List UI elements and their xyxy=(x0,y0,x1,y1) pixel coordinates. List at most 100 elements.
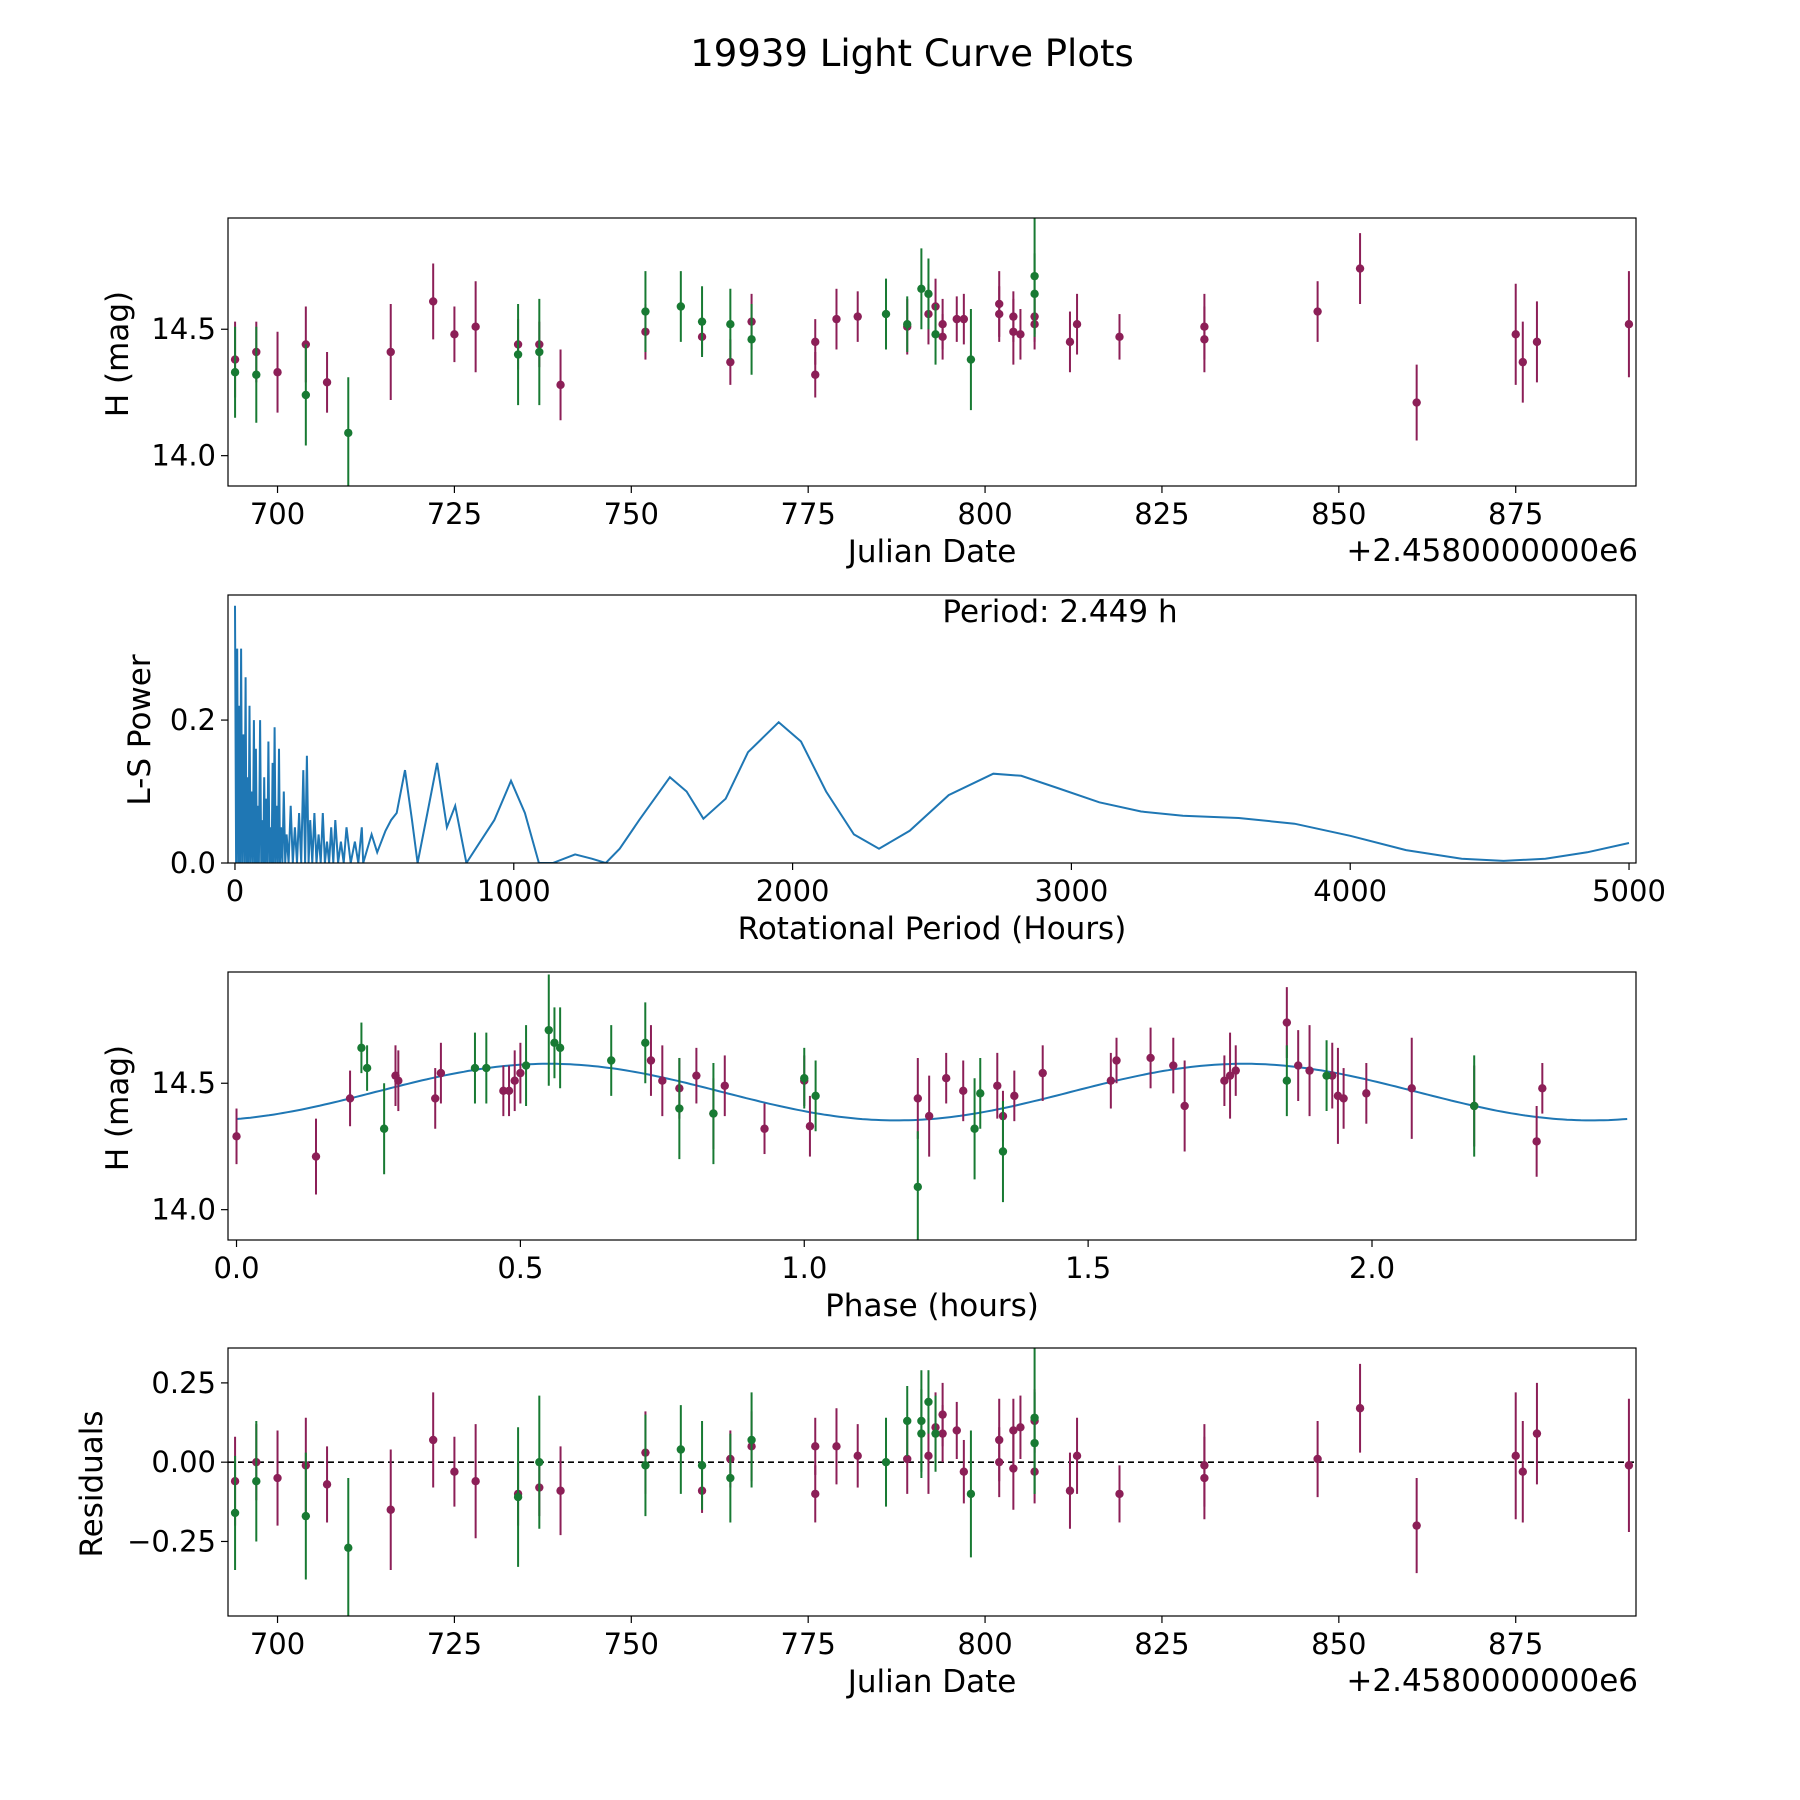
period-annotation: Period: 2.449 h xyxy=(942,594,1177,630)
periodogram-frame xyxy=(227,594,1637,864)
lightcurve-y-label: H (mag) xyxy=(100,291,136,417)
periodogram-y-tick-label: 0.0 xyxy=(170,846,216,880)
lightcurve-green-point xyxy=(252,370,261,379)
phased-purple-point xyxy=(1106,1076,1116,1085)
periodogram-x-label: Rotational Period (Hours) xyxy=(738,911,1127,947)
phased-purple-point xyxy=(1305,1066,1314,1075)
residuals-x-label: Julian Date xyxy=(846,1664,1017,1700)
lightcurve-green-point xyxy=(230,368,240,377)
residuals-purple-point xyxy=(1518,1467,1527,1476)
lightcurve-purple-point xyxy=(1355,264,1365,273)
lightcurve-purple-point xyxy=(995,309,1004,319)
lightcurve-x-tick-label: 875 xyxy=(1488,497,1543,531)
periodogram-x-tick-label: 4000 xyxy=(1313,874,1387,908)
phased-x-label: Phase (hours) xyxy=(825,1288,1039,1324)
residuals-green-point xyxy=(301,1511,311,1521)
residuals-x-tick-label: 825 xyxy=(1134,1627,1189,1661)
residuals-purple-point xyxy=(1511,1451,1520,1461)
phased-purple-point xyxy=(504,1086,514,1096)
residuals-purple-point xyxy=(1355,1404,1365,1413)
residuals-purple-point xyxy=(811,1489,820,1499)
lightcurve-x-label: Julian Date xyxy=(846,534,1017,570)
lightcurve-purple-point xyxy=(832,314,841,324)
phased-purple-point xyxy=(345,1094,355,1103)
phased-purple-point xyxy=(311,1152,321,1161)
periodogram-line xyxy=(234,605,1630,863)
residuals-x-tick-label: 800 xyxy=(957,1627,1012,1661)
lightcurve-purple-point xyxy=(1412,398,1421,407)
phased-purple-point xyxy=(993,1081,1002,1090)
residuals-green-point xyxy=(917,1429,926,1438)
phased-data-area xyxy=(232,974,1628,1240)
model-curve xyxy=(236,1062,1628,1122)
residuals-green-point xyxy=(697,1461,707,1470)
residuals-purple-point xyxy=(322,1480,332,1489)
residuals-purple-point xyxy=(556,1486,565,1495)
lightcurve-green-point xyxy=(641,307,650,316)
residuals-green-point xyxy=(676,1445,686,1454)
phased-green-point xyxy=(362,1063,372,1073)
lightcurve-purple-point xyxy=(1065,337,1075,347)
phased-purple-point xyxy=(1220,1076,1229,1085)
lightcurve-green-point xyxy=(881,309,891,319)
residuals-green-point xyxy=(903,1416,912,1426)
phased-x-tick-label: 1.0 xyxy=(781,1251,827,1285)
residuals-purple-point xyxy=(1072,1451,1082,1461)
periodogram-y-label: L-S Power xyxy=(122,654,158,805)
lightcurve-green-point xyxy=(903,319,912,329)
phased-green-point xyxy=(607,1056,616,1065)
phased-green-point xyxy=(913,1182,923,1192)
lightcurve-green-point xyxy=(917,284,926,293)
lightcurve-purple-point xyxy=(1511,330,1520,339)
residuals-purple-point xyxy=(1115,1489,1124,1499)
phased-green-point xyxy=(970,1124,979,1133)
phased-green-point xyxy=(709,1109,718,1118)
phased-purple-point xyxy=(1112,1056,1121,1065)
phased-green-point xyxy=(641,1038,650,1047)
lightcurve-panel: H (mag) Julian Date +2.4580000000e6 700 7… xyxy=(100,217,1638,570)
residuals-purple-point xyxy=(924,1451,933,1461)
residuals-y-label: Residuals xyxy=(74,1410,110,1557)
phased-purple-point xyxy=(913,1094,923,1103)
residuals-x-tick-label: 750 xyxy=(604,1627,659,1661)
lightcurve-purple-point xyxy=(322,378,332,387)
residuals-y-tick-label: 0.25 xyxy=(151,1366,216,1400)
phased-purple-point xyxy=(1146,1053,1155,1063)
residuals-purple-point xyxy=(1412,1521,1421,1530)
residuals-data-area xyxy=(228,1348,1636,1616)
lightcurve-green-point xyxy=(726,319,735,329)
residuals-green-point xyxy=(747,1435,756,1445)
phased-purple-point xyxy=(1038,1068,1047,1078)
periodogram-x-tick-label: 5000 xyxy=(1592,874,1666,908)
phased-purple-point xyxy=(658,1076,667,1085)
lightcurve-data-area xyxy=(230,218,1634,486)
lightcurve-green-point xyxy=(924,289,933,299)
phased-frame xyxy=(227,971,1637,1241)
lightcurve-green-point xyxy=(747,335,756,344)
residuals-green-point xyxy=(641,1461,650,1470)
lightcurve-purple-point xyxy=(450,330,459,339)
lightcurve-x-tick-label: 700 xyxy=(250,497,305,531)
lightcurve-y-tick-label: 14.0 xyxy=(151,439,216,473)
phased-purple-point xyxy=(959,1086,968,1096)
phased-purple-point xyxy=(924,1111,934,1121)
phased-green-point xyxy=(550,1038,559,1047)
lightcurve-purple-point xyxy=(428,297,438,306)
lightcurve-x-tick-label: 825 xyxy=(1134,497,1189,531)
phased-purple-point xyxy=(692,1071,701,1080)
phased-panel: H (mag) Phase (hours) 0.0 0.5 1.0 1.5 2.0 14.… xyxy=(100,971,1637,1324)
residuals-purple-point xyxy=(450,1467,459,1476)
phased-x-tick-label: 1.5 xyxy=(1065,1251,1111,1285)
lightcurve-x-tick-label: 850 xyxy=(1311,497,1366,531)
phased-purple-point xyxy=(760,1124,769,1133)
residuals-green-point xyxy=(931,1429,940,1438)
residuals-x-tick-label: 850 xyxy=(1311,1627,1366,1661)
phased-x-tick-label: 0.0 xyxy=(213,1251,259,1285)
residuals-purple-point xyxy=(386,1505,395,1514)
phased-purple-point xyxy=(805,1122,815,1131)
residuals-purple-point xyxy=(811,1442,820,1451)
lightcurve-purple-point xyxy=(386,347,395,357)
residuals-purple-point xyxy=(1532,1429,1542,1438)
lightcurve-purple-point xyxy=(1518,357,1527,367)
